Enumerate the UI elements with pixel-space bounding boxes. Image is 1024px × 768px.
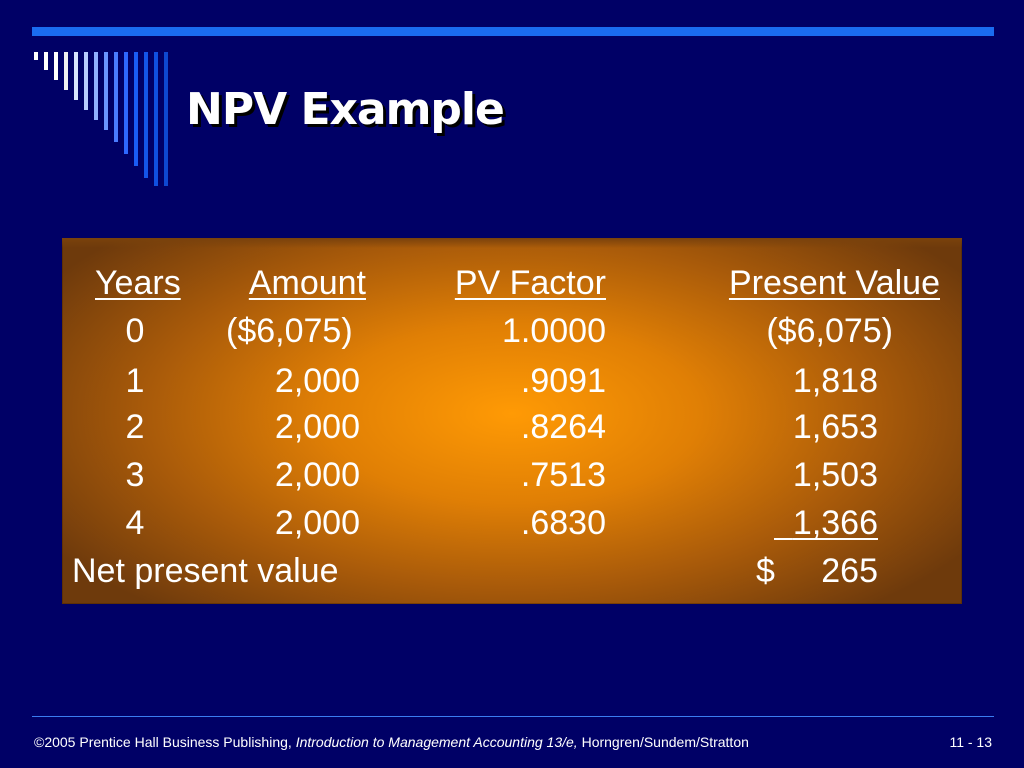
row-0-amount: ($6,075) (226, 312, 353, 350)
page-number: 11 - 13 (949, 734, 992, 750)
net-present-value-label: Net present value (72, 552, 339, 590)
row-4-amount: 2,000 (274, 504, 360, 542)
header-amount: Amount (248, 264, 366, 302)
row-3-pv-factor: .7513 (520, 456, 606, 494)
row-3-amount: 2,000 (274, 456, 360, 494)
net-present-value-amount: 265 (821, 552, 878, 590)
total-currency-symbol: $ (756, 552, 775, 590)
top-accent-bar (32, 27, 994, 36)
header-years: Years (95, 264, 181, 302)
footer-divider (32, 716, 994, 717)
panel-bevel (62, 238, 962, 248)
footer-citation: ©2005 Prentice Hall Business Publishing,… (34, 734, 749, 750)
row-0-pv-factor: 1.0000 (502, 312, 606, 350)
row-4-pv-wrap: 1,366 (744, 506, 878, 540)
row-4-pv-factor: .6830 (520, 504, 606, 542)
row-0-year: 0 (125, 312, 145, 350)
header-present-value: Present Value (728, 264, 940, 302)
row-4-present-value-text: 1,366 (792, 504, 878, 542)
row-0-present-value: ($6,075) (766, 312, 893, 350)
npv-table-panel (62, 238, 962, 604)
header-pv-factor: PV Factor (454, 264, 606, 302)
row-3-present-value: 1,503 (792, 456, 878, 494)
row-3-year: 3 (125, 456, 145, 494)
row-2-pv-factor: .8264 (520, 408, 606, 446)
footer-book-title: Introduction to Management Accounting 13… (295, 734, 578, 750)
row-2-present-value: 1,653 (792, 408, 878, 446)
row-1-amount: 2,000 (274, 362, 360, 400)
footer-authors: Horngren/Sundem/Stratton (581, 734, 749, 750)
decorative-bars (34, 52, 168, 186)
row-1-year: 1 (125, 362, 145, 400)
slide-title: NPV Example (186, 84, 505, 135)
footer-copyright: ©2005 Prentice Hall Business Publishing, (34, 734, 292, 750)
row-4-year: 4 (125, 504, 145, 542)
row-1-pv-factor: .9091 (520, 362, 606, 400)
row-1-present-value: 1,818 (792, 362, 878, 400)
row-4-present-value: 1,366 (774, 504, 878, 542)
row-2-amount: 2,000 (274, 408, 360, 446)
row-2-year: 2 (125, 408, 145, 446)
